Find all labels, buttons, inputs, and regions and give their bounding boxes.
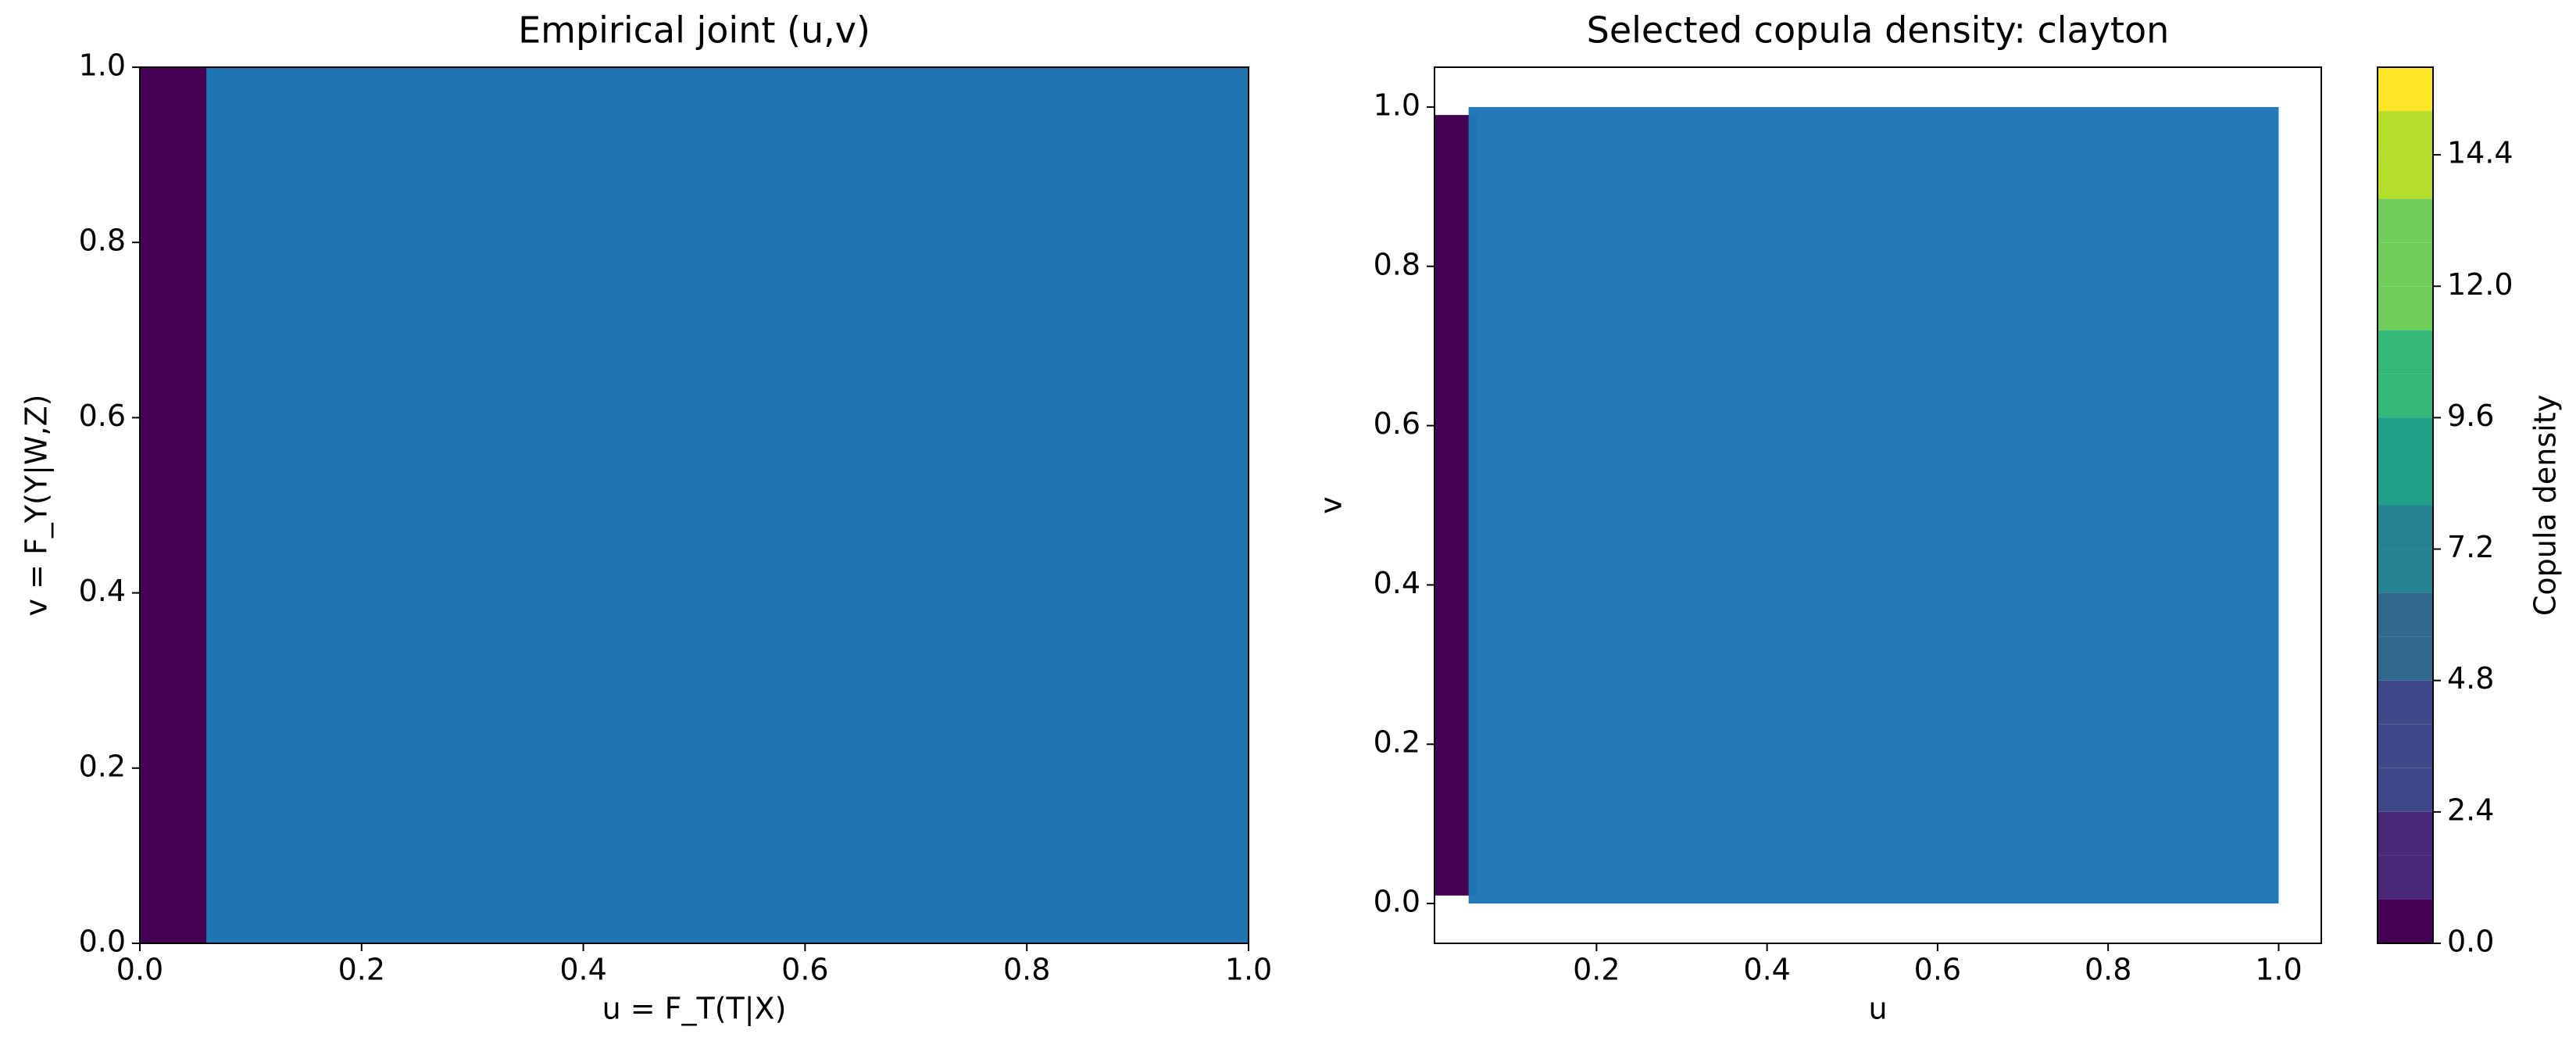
colorbar-tick-label: 7.2: [2447, 530, 2494, 564]
y-tick-label: 0.8: [79, 224, 126, 258]
colorbar-tick-label: 12.0: [2447, 267, 2513, 302]
colorbar-band: [2378, 461, 2433, 506]
colorbar-band: [2378, 636, 2433, 681]
colorbar-tick-label: 9.6: [2447, 399, 2494, 433]
colorbar-band: [2378, 417, 2433, 462]
x-tick-label: 1.0: [2255, 953, 2302, 987]
x-tick-label: 0.8: [1003, 953, 1050, 987]
colorbar-band: [2378, 724, 2433, 768]
y-axis-label: v: [1314, 496, 1349, 514]
point-cloud: [1468, 106, 2279, 904]
x-tick-label: 0.6: [781, 953, 828, 987]
y-tick-label: 0.0: [79, 925, 126, 959]
colorbar-band: [2378, 155, 2433, 199]
x-tick-label: 0.0: [116, 953, 163, 987]
colorbar-label: Copula density: [2528, 395, 2563, 616]
y-tick-label: 0.8: [1374, 247, 1420, 281]
colorbar-band: [2378, 899, 2433, 943]
colorbar-band: [2378, 680, 2433, 724]
colorbar-band: [2378, 811, 2433, 856]
y-tick-label: 0.2: [79, 749, 126, 783]
colorbar-band: [2378, 199, 2433, 243]
colorbar-band: [2378, 767, 2433, 812]
colorbar-band: [2378, 374, 2433, 418]
chart-title: Empirical joint (u,v): [518, 9, 870, 52]
colorbar-band: [2378, 286, 2433, 331]
y-axis-label: v = F_Y(Y|W,Z): [20, 395, 55, 617]
colorbar-frame: [2377, 66, 2434, 944]
colorbar-band: [2378, 67, 2433, 112]
y-tick-label: 0.2: [1374, 725, 1420, 760]
y-tick-label: 0.0: [1374, 885, 1420, 919]
y-tick-label: 0.6: [79, 399, 126, 433]
y-tick-label: 1.0: [79, 48, 126, 83]
y-tick-label: 0.6: [1374, 406, 1420, 441]
chart-title: Selected copula density: clayton: [1587, 9, 2170, 52]
colorbar-band: [2378, 505, 2433, 549]
x-tick-label: 0.8: [2085, 953, 2131, 987]
x-tick-label: 0.4: [1743, 953, 1790, 987]
point-cloud: [206, 67, 1249, 943]
x-tick-label: 0.2: [1573, 953, 1620, 987]
x-tick-label: 0.2: [338, 953, 385, 987]
colorbar-band: [2378, 592, 2433, 637]
colorbar-tick-label: 14.4: [2447, 136, 2513, 170]
colorbar-band: [2378, 242, 2433, 287]
x-tick-label: 0.6: [1914, 953, 1961, 987]
axes-frame: [1434, 66, 2322, 944]
colorbar-tick-label: 4.8: [2447, 661, 2494, 696]
y-tick-label: 0.4: [79, 574, 126, 608]
y-tick-label: 1.0: [1374, 88, 1420, 122]
colorbar-band: [2378, 855, 2433, 900]
colorbar-band: [2378, 330, 2433, 374]
colorbar-band: [2378, 111, 2433, 156]
x-axis-label: u: [1868, 992, 1887, 1026]
x-tick-label: 1.0: [1225, 953, 1272, 987]
x-axis-label: u = F_T(T|X): [602, 992, 787, 1027]
x-tick-label: 0.4: [559, 953, 606, 987]
colorbar-tick-label: 2.4: [2447, 792, 2494, 827]
colorbar-tick-label: 0.0: [2447, 925, 2494, 959]
axes-frame: [139, 66, 1249, 944]
y-tick-label: 0.4: [1374, 566, 1420, 600]
colorbar-band: [2378, 549, 2433, 593]
